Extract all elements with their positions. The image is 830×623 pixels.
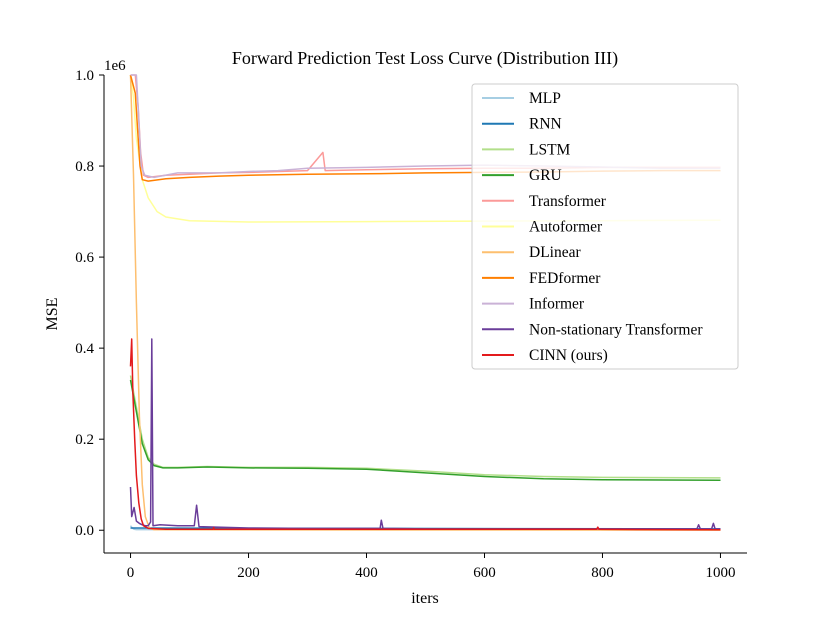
legend-label: Informer xyxy=(529,296,585,313)
legend-label: DLinear xyxy=(529,244,581,261)
legend-item-dlinear: DLinear xyxy=(482,244,581,261)
chart-title: Forward Prediction Test Loss Curve (Dist… xyxy=(232,48,618,69)
series-line-non-stationary-transformer xyxy=(129,338,721,530)
legend-label: MLP xyxy=(529,90,561,107)
series-line-gru xyxy=(129,379,721,481)
series-line-lstm xyxy=(129,375,721,479)
x-tick-label: 600 xyxy=(473,565,496,581)
y-tick-label: 0.6 xyxy=(75,250,94,266)
legend-item-mlp: MLP xyxy=(482,90,561,107)
x-tick-label: 200 xyxy=(237,565,260,581)
legend-item-transformer: Transformer xyxy=(482,193,607,210)
legend-label: FEDformer xyxy=(529,270,601,287)
legend-item-fedformer: FEDformer xyxy=(482,270,601,287)
y-scale-label: 1e6 xyxy=(104,58,126,74)
y-tick-label: 1.0 xyxy=(75,68,94,84)
legend-label: Transformer xyxy=(529,193,607,210)
y-tick-label: 0.0 xyxy=(75,523,94,539)
legend-item-cinn-ours: CINN (ours) xyxy=(482,347,608,364)
legend-box xyxy=(471,83,739,370)
ticks-layer: 0 200 400 600 800 1000 0.0 0.2 0.4 0.6 0.8 1.0 xyxy=(75,68,735,581)
legend-label: CINN (ours) xyxy=(529,347,608,364)
series-line-cinn-ours xyxy=(129,338,721,531)
series-layer xyxy=(129,74,721,531)
y-axis-label: MSE xyxy=(44,298,61,331)
legend: MLP RNN LSTM GRU Transformer Autoformer DLinea… xyxy=(471,83,739,370)
legend-item-autoformer: Autoformer xyxy=(482,219,603,236)
legend-item-lstm: LSTM xyxy=(482,141,571,158)
x-tick-label: 1000 xyxy=(705,565,735,581)
y-tick-label: 0.8 xyxy=(75,159,94,175)
legend-label: RNN xyxy=(529,116,562,133)
legend-label: GRU xyxy=(529,167,562,184)
y-tick-label: 0.4 xyxy=(75,341,94,357)
legend-label: LSTM xyxy=(529,141,571,158)
legend-item-rnn: RNN xyxy=(482,116,562,133)
x-tick-label: 0 xyxy=(127,565,135,581)
legend-items: MLP RNN LSTM GRU Transformer Autoformer DLinea… xyxy=(482,90,703,364)
axes-layer xyxy=(103,75,747,554)
y-tick-label: 0.2 xyxy=(75,432,94,448)
legend-label: Autoformer xyxy=(529,219,603,236)
legend-item-non-stationary-transformer: Non-stationary Transformer xyxy=(482,321,703,338)
x-tick-label: 800 xyxy=(591,565,614,581)
x-tick-label: 400 xyxy=(355,565,378,581)
legend-item-informer: Informer xyxy=(482,296,585,313)
legend-label: Non-stationary Transformer xyxy=(529,321,703,338)
x-axis-label: iters xyxy=(411,590,439,607)
legend-item-gru: GRU xyxy=(482,167,562,184)
